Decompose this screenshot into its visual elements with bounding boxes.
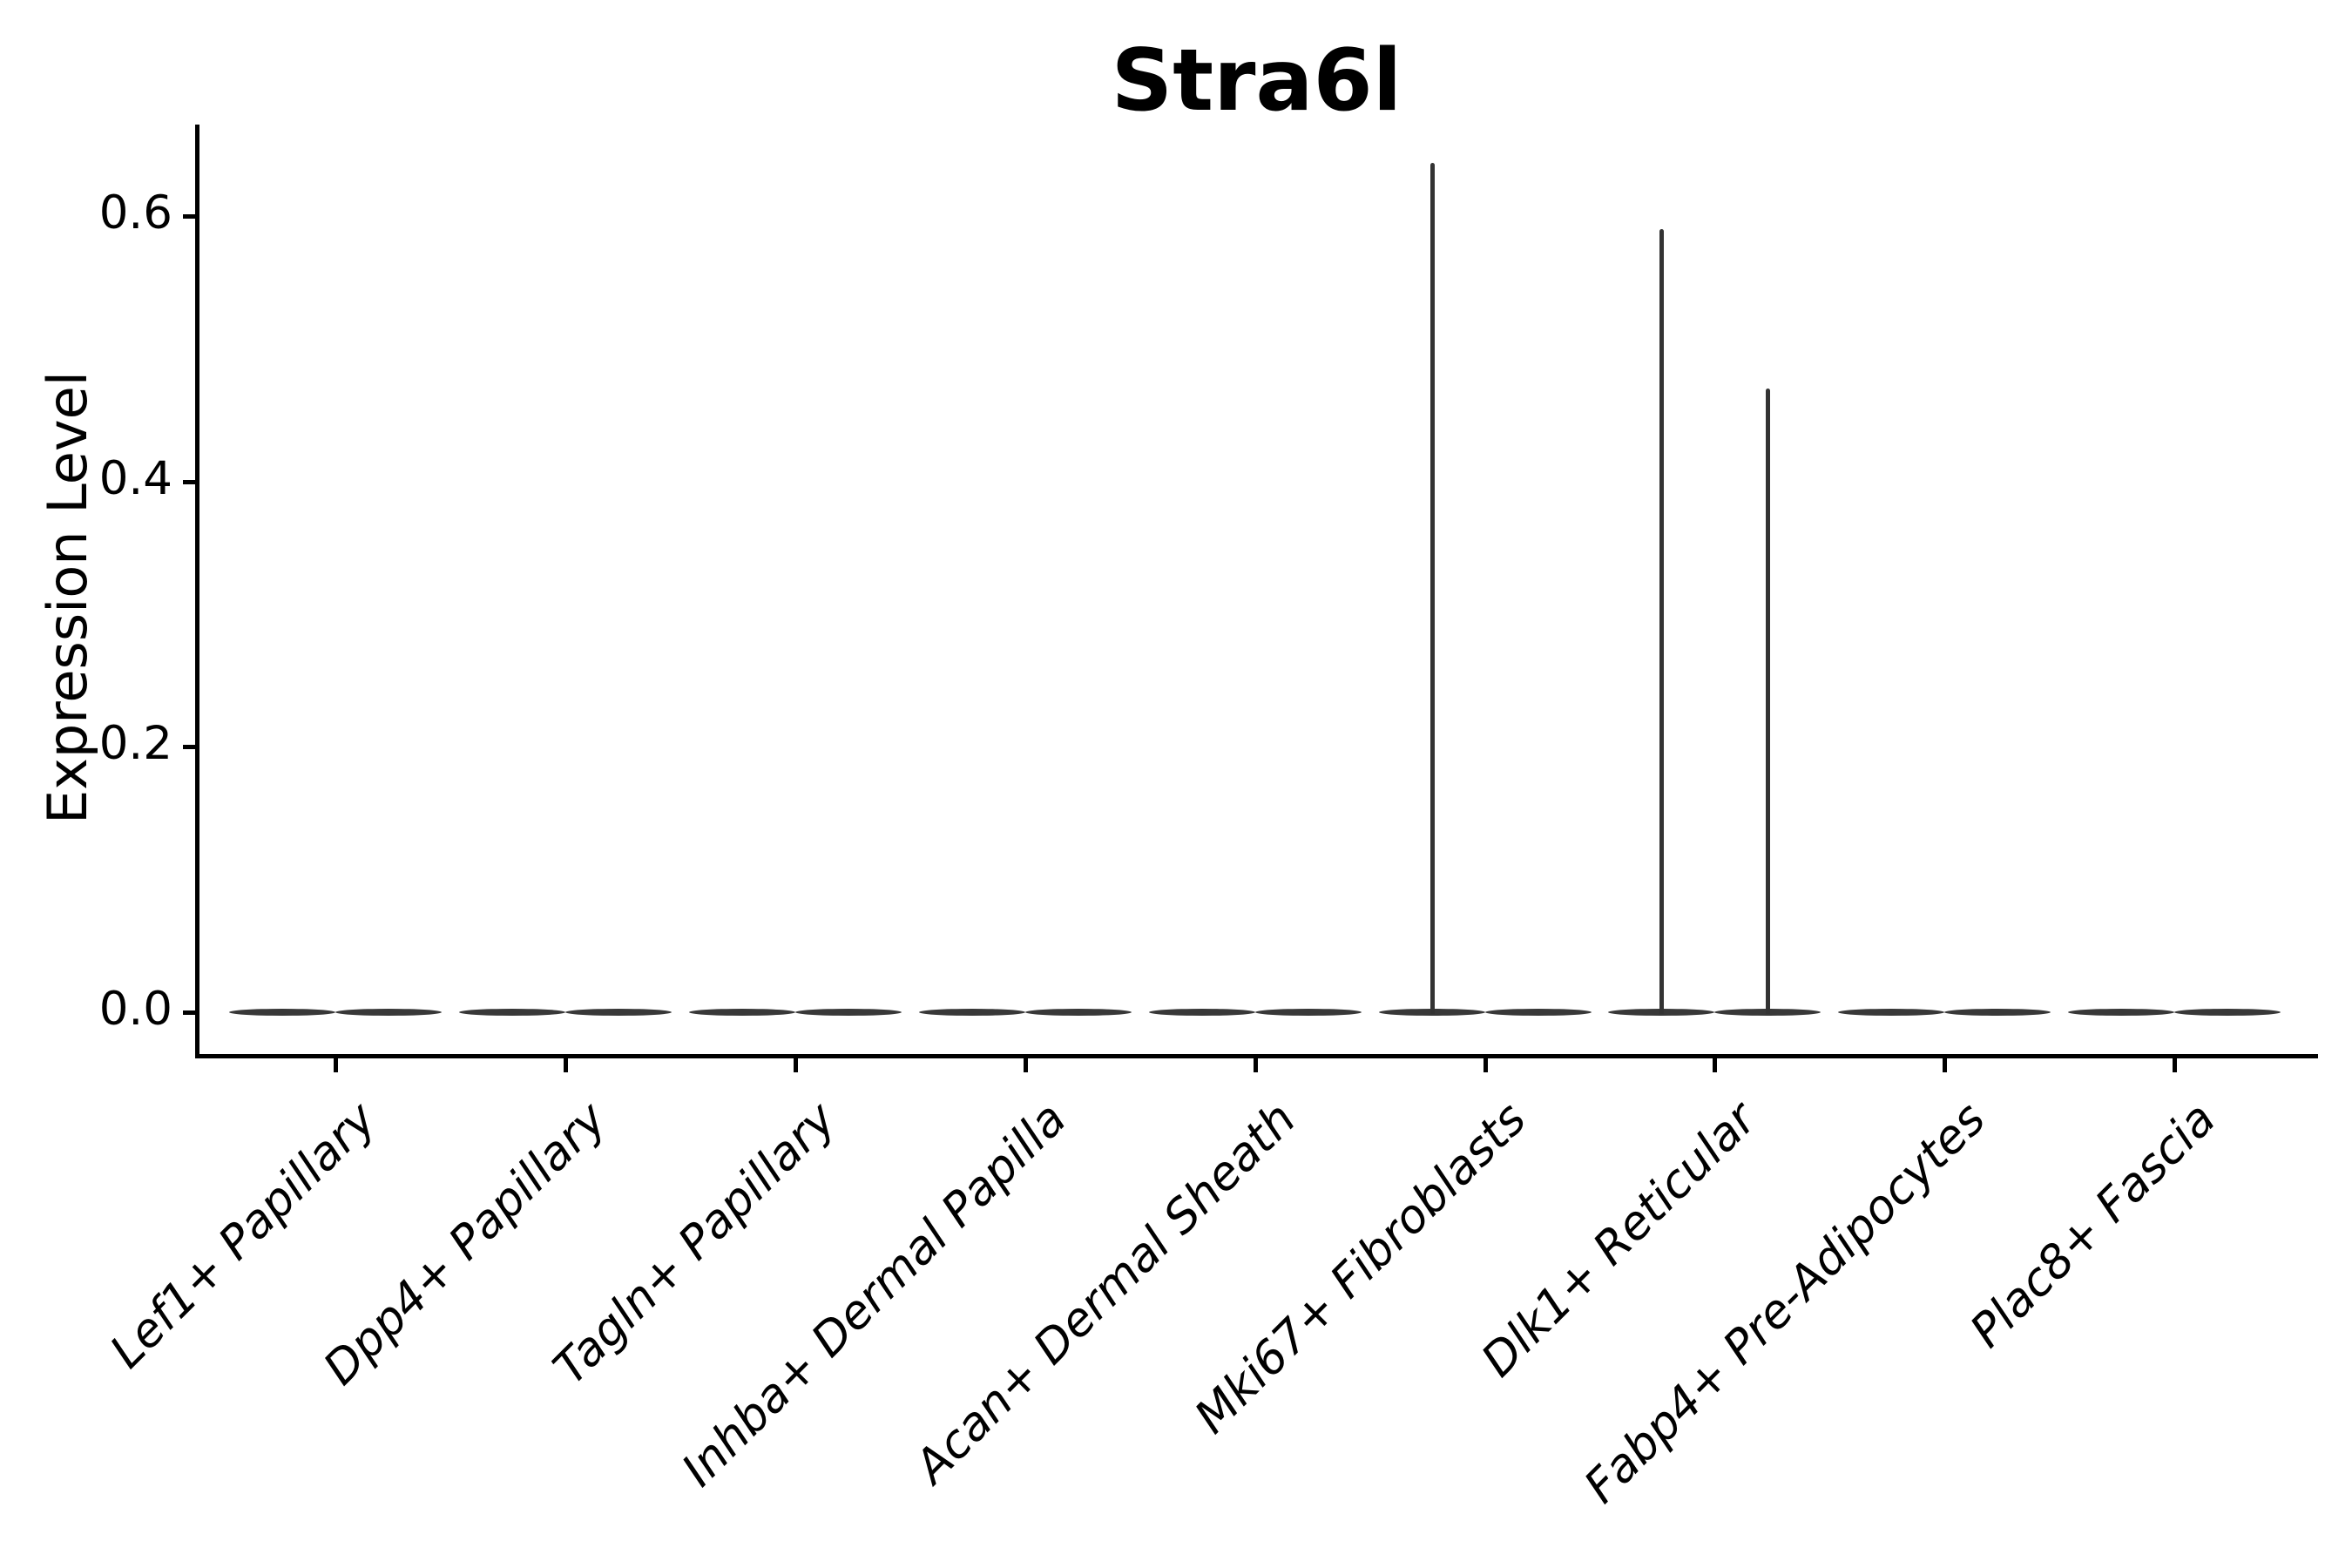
x-tick-label: Fabp4+ Pre-Adipocytes <box>1574 1092 1997 1514</box>
violin-body <box>1024 1009 1132 1016</box>
x-tick-label: Acan+ Dermal Sheath <box>905 1092 1307 1494</box>
x-tick <box>1713 1058 1718 1072</box>
violin-spike <box>1429 163 1435 1014</box>
violin-body <box>335 1009 442 1016</box>
y-tick-label: 0.6 <box>98 186 172 240</box>
y-tick-label: 0.4 <box>98 451 172 505</box>
y-tick <box>183 479 195 484</box>
x-tick <box>334 1058 338 1072</box>
violin-spike <box>1659 229 1665 1014</box>
x-tick-label: Inhba+ Dermal Papilla <box>672 1092 1077 1497</box>
y-tick <box>183 214 195 220</box>
x-tick <box>1023 1058 1028 1072</box>
y-tick-label: 0.2 <box>98 717 172 771</box>
violin-body <box>2174 1009 2281 1016</box>
violin-body <box>2068 1009 2175 1016</box>
violin-body <box>229 1009 335 1016</box>
x-tick <box>1943 1058 1948 1072</box>
y-tick <box>183 1010 195 1015</box>
x-tick <box>1483 1058 1488 1072</box>
violin-body <box>564 1009 672 1016</box>
violin-body <box>1484 1009 1592 1016</box>
violin-body <box>1944 1009 2051 1016</box>
x-tick <box>2173 1058 2178 1072</box>
x-tick <box>563 1058 568 1072</box>
x-tick <box>793 1058 798 1072</box>
violin-body <box>458 1009 565 1016</box>
violin-body <box>1254 1009 1362 1016</box>
violin-body <box>688 1009 795 1016</box>
violin-body <box>918 1009 1025 1016</box>
plot-title: Stra6l <box>1111 31 1402 131</box>
x-tick <box>1253 1058 1258 1072</box>
x-axis-spine <box>195 1054 2318 1058</box>
violin-spike <box>1766 389 1771 1014</box>
y-tick <box>183 745 195 750</box>
violin-body <box>794 1009 902 1016</box>
y-tick-label: 0.0 <box>98 983 172 1036</box>
y-axis-spine <box>195 125 199 1058</box>
violin-body <box>1148 1009 1255 1016</box>
x-tick-label: Plac8+ Fascia <box>1960 1092 2227 1358</box>
violin-body <box>1838 1009 1945 1016</box>
